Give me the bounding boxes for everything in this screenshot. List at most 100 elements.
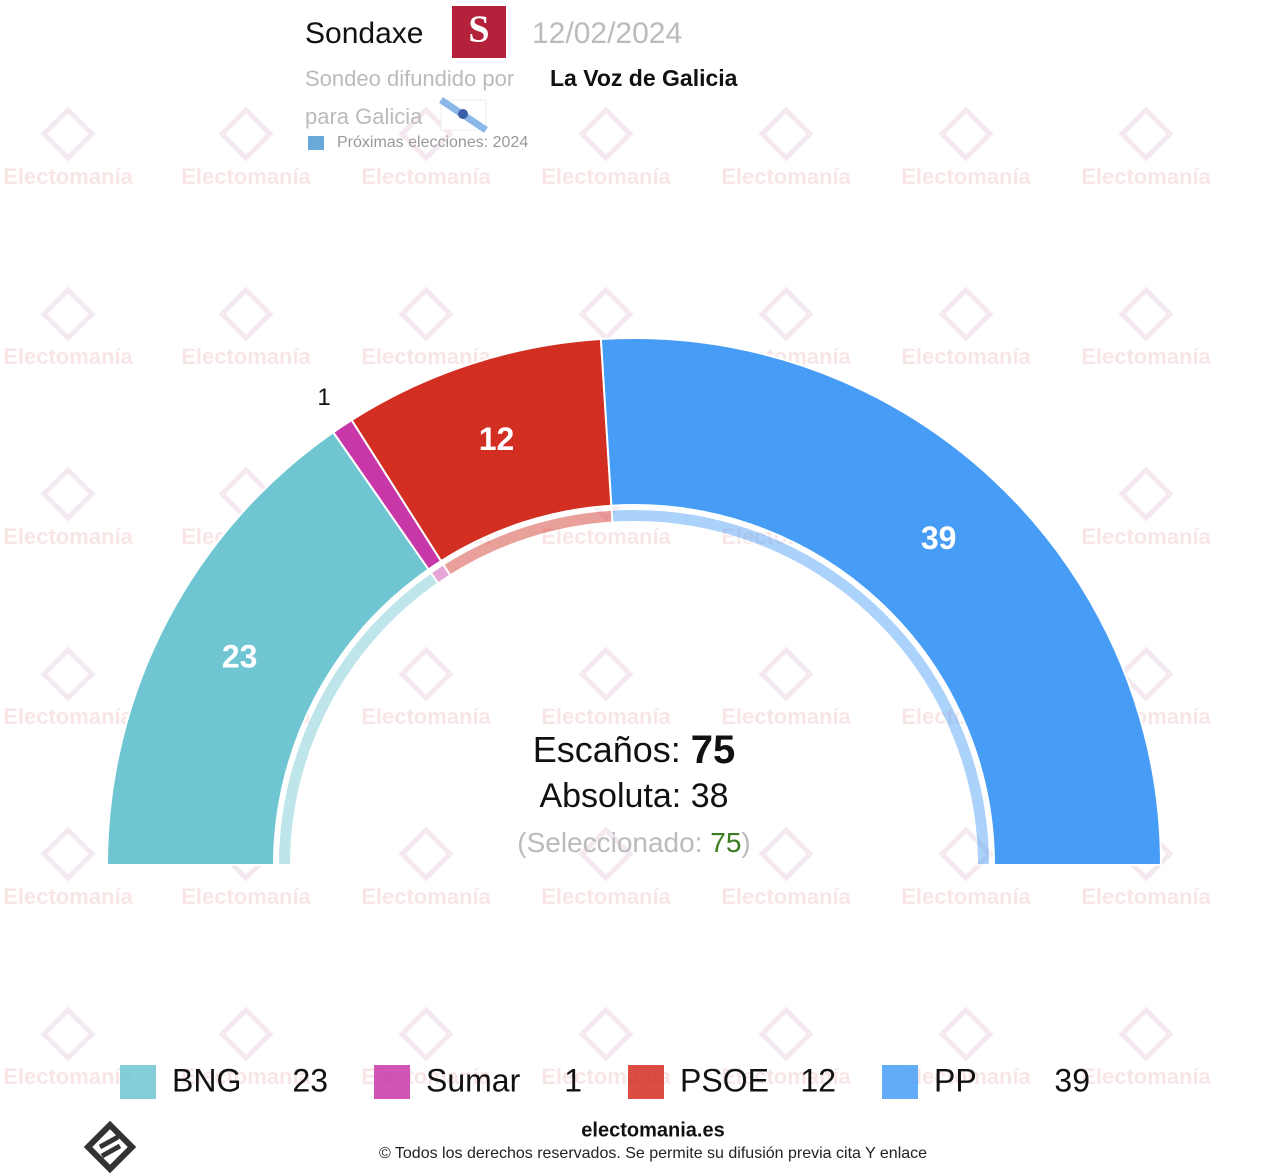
seats-label: Escaños: <box>533 729 681 770</box>
majority: Absoluta: 38 <box>539 777 728 815</box>
watermark-icon <box>40 466 96 522</box>
watermark-icon <box>578 646 634 702</box>
legend-value: 39 <box>1054 1062 1090 1098</box>
watermark-icon <box>938 106 994 162</box>
watermark-icon <box>218 286 274 342</box>
watermark: Electomanía <box>541 884 671 909</box>
inner-segment <box>276 571 440 866</box>
seat-segment <box>105 430 430 866</box>
watermark-icon <box>398 646 454 702</box>
footer-logo <box>83 1120 137 1174</box>
watermark-icon <box>1118 286 1174 342</box>
selected: (Seleccionado: 75) <box>517 827 751 858</box>
watermark: Electomanía <box>181 344 311 369</box>
watermark: Electomanía <box>3 884 133 909</box>
legend-icon <box>374 1065 410 1099</box>
legend-name: Sumar <box>426 1062 521 1098</box>
watermark-icon <box>938 286 994 342</box>
watermark-icon <box>578 826 634 882</box>
watermark-icon <box>1118 106 1174 162</box>
watermark-icon <box>758 106 814 162</box>
legend-name: BNG <box>172 1062 241 1098</box>
watermark: Electomanía <box>361 164 491 189</box>
watermark-icon <box>1118 646 1174 702</box>
logo-mark: S <box>468 9 489 51</box>
next-elections: Próximas elecciones: 2024 <box>337 134 528 151</box>
watermark: Electomanía <box>1081 164 1211 189</box>
watermark-icon <box>758 646 814 702</box>
watermark-icon <box>40 286 96 342</box>
legend-value: 1 <box>564 1062 582 1098</box>
selected-close: ) <box>741 827 750 858</box>
watermark: Electomanía <box>181 884 311 909</box>
watermark-icon <box>40 826 96 882</box>
publisher: La Voz de Galicia <box>550 65 738 91</box>
watermark: Electomanía <box>3 1064 133 1089</box>
watermark: Electomanía <box>3 344 133 369</box>
selected-value: 75 <box>710 827 741 858</box>
watermark-icon <box>40 1006 96 1062</box>
watermark-icon <box>40 106 96 162</box>
majority-value: 38 <box>691 777 729 815</box>
seats-total: Escaños: 75 <box>533 728 736 772</box>
pollster-logo <box>452 6 506 58</box>
legend-name: PSOE <box>680 1062 769 1098</box>
legend-value: 23 <box>292 1062 328 1098</box>
watermark: Electomanía <box>901 884 1031 909</box>
watermark-icon <box>578 286 634 342</box>
value-label: 23 <box>222 638 258 674</box>
site: electomania.es <box>581 1119 724 1141</box>
value-label: 1 <box>317 384 330 411</box>
legend-value: 12 <box>800 1062 836 1098</box>
copyright: © Todos los derechos reservados. Se perm… <box>379 1145 927 1162</box>
selected-label: (Seleccionado: <box>517 827 702 858</box>
legend-icon <box>628 1065 664 1099</box>
watermark: Electomanía <box>3 164 133 189</box>
watermark: Electomanía <box>1081 344 1211 369</box>
value-label: 12 <box>479 421 515 457</box>
watermark-icon <box>578 1006 634 1062</box>
watermark-icon <box>938 826 994 882</box>
arcs: 23 1 12 39 <box>105 337 1163 866</box>
watermark-icon <box>218 1006 274 1062</box>
watermark: Electomanía <box>3 524 133 549</box>
watermark: Electomanía <box>1081 1064 1211 1089</box>
watermark: Electomanía <box>1081 524 1211 549</box>
ballot-icon <box>308 136 324 150</box>
inner-segment <box>429 563 452 585</box>
date: 12/02/2024 <box>532 17 682 50</box>
seat-segment <box>599 337 1163 866</box>
watermark-icon <box>398 286 454 342</box>
watermark: Electomanía <box>721 884 851 909</box>
watermark: Electomanía <box>1081 884 1211 909</box>
watermark-icon <box>398 826 454 882</box>
watermark: Electomanía <box>901 344 1031 369</box>
pollster: Sondaxe <box>305 17 423 50</box>
legend-name: PP <box>934 1062 977 1098</box>
legend-icon <box>882 1065 918 1099</box>
watermark: Electomanía <box>3 704 133 729</box>
inner-segment <box>610 508 992 866</box>
watermark-icon <box>758 286 814 342</box>
region: para Galicia <box>305 104 423 129</box>
watermark-icon <box>578 106 634 162</box>
watermark: Electomanía <box>721 164 851 189</box>
watermark: Electomanía <box>721 704 851 729</box>
watermark: Electomanía <box>541 164 671 189</box>
value-label: 39 <box>921 520 957 556</box>
watermark-icon <box>1118 1006 1174 1062</box>
watermark-icon <box>398 1006 454 1062</box>
watermark: Electomanía <box>361 704 491 729</box>
legend-icon <box>120 1065 156 1099</box>
watermark: Electomanía <box>181 1064 311 1089</box>
watermark: Electomanía <box>361 884 491 909</box>
watermark: Electomanía <box>901 1064 1031 1089</box>
watermark: Electomanía <box>721 1064 851 1089</box>
watermark-icon <box>758 826 814 882</box>
watermark-icon <box>1118 466 1174 522</box>
watermark: Electomanía <box>541 524 671 549</box>
legend: BNG 23 Sumar 1 PSOE 12 PP 39 <box>120 1062 1090 1099</box>
watermark-icon <box>218 106 274 162</box>
published-by: Sondeo difundido por <box>305 66 514 91</box>
